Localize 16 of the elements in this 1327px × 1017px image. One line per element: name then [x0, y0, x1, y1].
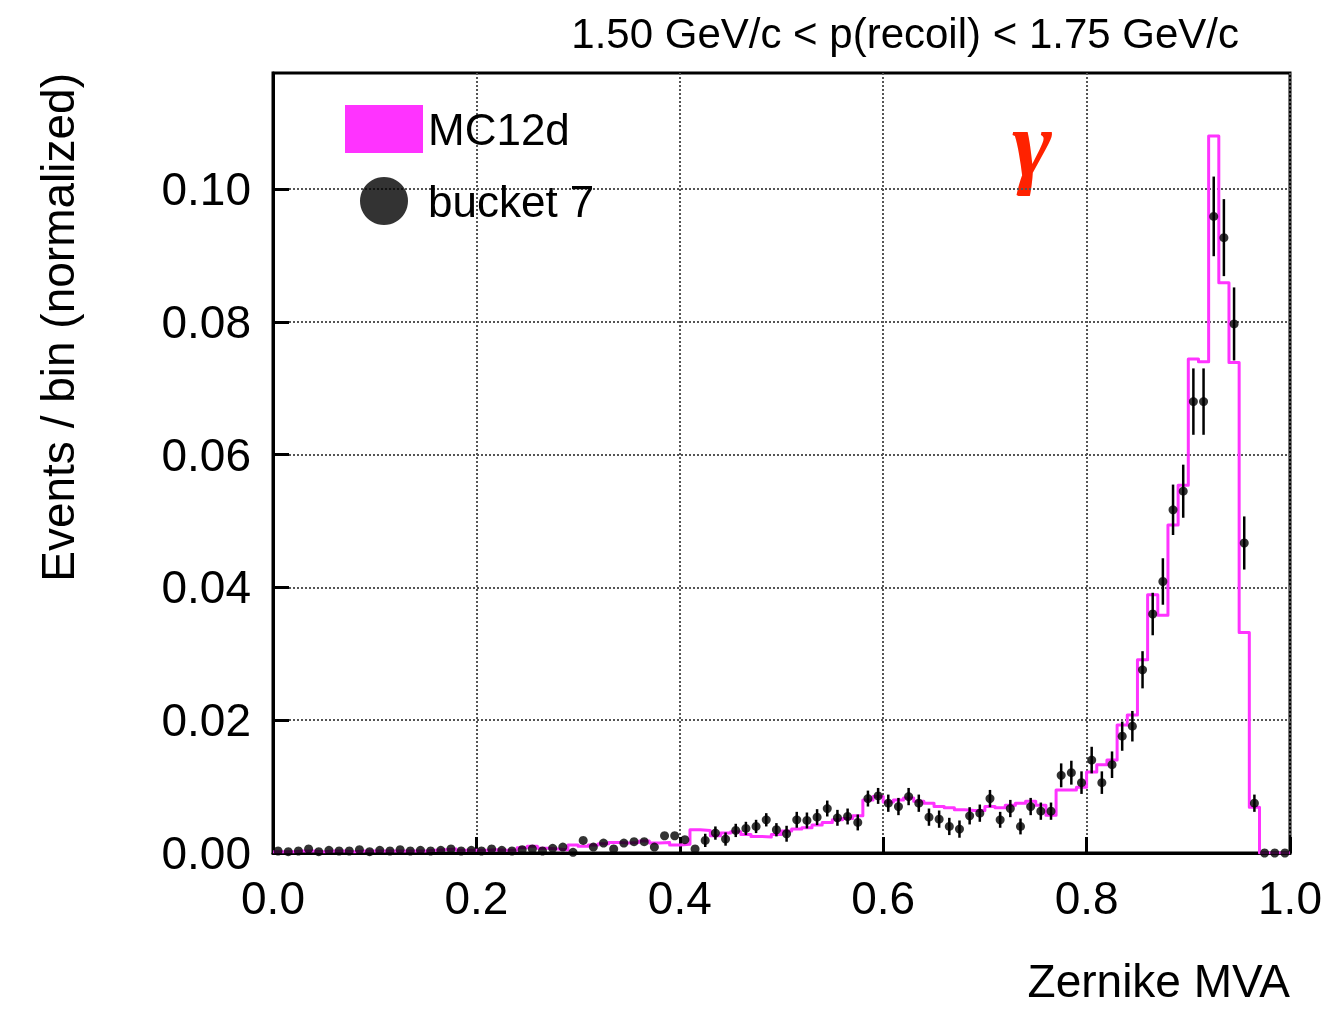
legend-label: MC12d: [428, 104, 570, 154]
y-tick-label: 0.08: [161, 295, 251, 348]
legend-label: bucket 7: [428, 176, 595, 226]
chart-title: 1.50 GeV/c < p(recoil) < 1.75 GeV/c: [571, 9, 1240, 57]
x-tick-label: 1.0: [1258, 872, 1322, 924]
y-tick-label: 0.10: [161, 163, 251, 216]
y-tick-label: 0.02: [161, 694, 251, 747]
y-tick-label: 0.06: [161, 428, 251, 481]
x-tick-label: 0.4: [647, 872, 712, 924]
x-axis-title: Zernike MVA: [1027, 955, 1291, 1007]
x-tick-label: 0.6: [851, 872, 916, 924]
y-tick-label: 0.04: [161, 561, 251, 614]
y-axis-title: Events / bin (normalized): [32, 73, 84, 582]
annotation: γ: [1012, 89, 1052, 197]
x-tick-label: 0.2: [444, 872, 509, 924]
x-tick-label: 0.8: [1054, 872, 1119, 924]
